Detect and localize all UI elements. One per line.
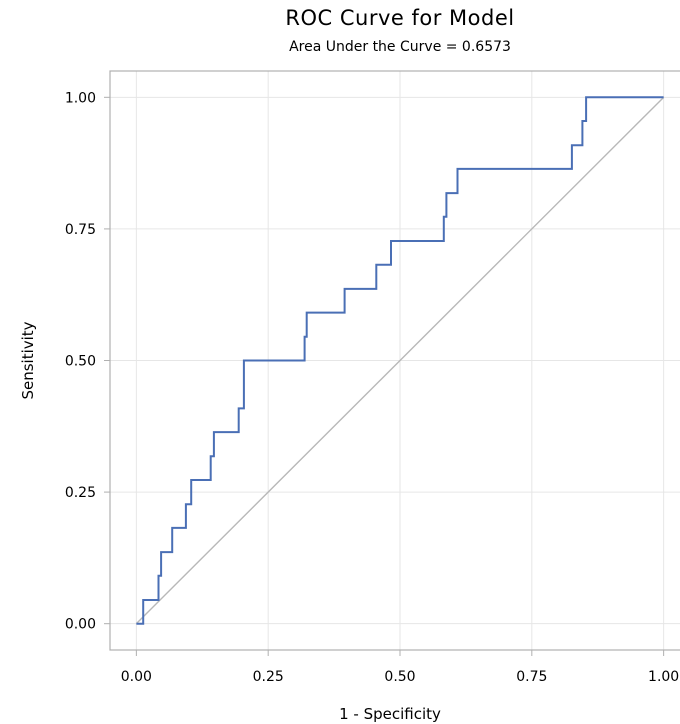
y-tick-label: 1.00: [65, 90, 96, 106]
x-tick-label: 0.50: [384, 669, 415, 685]
reference-diagonal-line: [135, 96, 665, 625]
chart-subtitle: Area Under the Curve = 0.6573: [289, 39, 511, 55]
y-tick-label: 0.75: [65, 222, 96, 238]
x-tick-label: 0.00: [121, 669, 152, 685]
x-tick-label: 1.00: [648, 669, 679, 685]
y-tick-label: 0.00: [65, 617, 96, 633]
y-axis-label: Sensitivity: [19, 321, 37, 399]
y-tick-labels: 0.00 0.25 0.50 0.75 1.00: [65, 90, 110, 633]
roc-curve-line: [136, 96, 664, 625]
chart-title: ROC Curve for Model: [285, 6, 515, 30]
x-tick-labels: 0.00 0.25 0.50 0.75 1.00: [121, 650, 679, 685]
y-tick-label: 0.25: [65, 485, 96, 501]
grid-lines: [110, 71, 680, 650]
x-tick-label: 0.25: [253, 669, 284, 685]
y-tick-label: 0.50: [65, 354, 96, 370]
x-tick-label: 0.75: [516, 669, 547, 685]
x-axis-label: 1 - Specificity: [339, 705, 441, 723]
